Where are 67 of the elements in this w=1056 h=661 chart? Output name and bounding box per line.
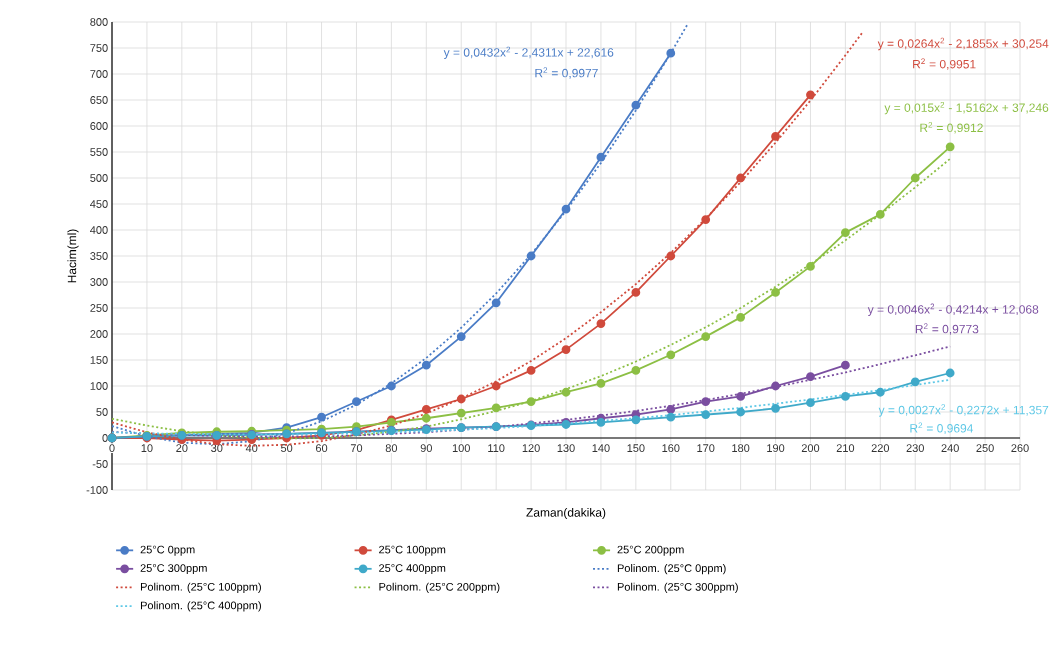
x-axis-title: Zaman(dakika): [526, 507, 606, 520]
x-tick-label: 240: [941, 444, 959, 452]
x-tick-label: 130: [557, 444, 575, 452]
y-tick-label: 750: [90, 44, 108, 52]
legend-label: 25°C 200ppm: [617, 545, 684, 556]
y-tick-label: 400: [90, 226, 108, 234]
y-tick-label: -50: [92, 460, 108, 468]
x-tick-label: 10: [141, 444, 153, 452]
x-tick-label: 40: [245, 444, 258, 452]
x-tick-label: 0: [109, 444, 115, 452]
x-tick-label: 120: [522, 444, 540, 452]
legend-label: Polinom. (25°C 300ppm): [617, 582, 738, 593]
y-tick-label: 350: [90, 252, 108, 260]
legend-label: 25°C 100ppm: [379, 545, 446, 556]
x-tick-label: 20: [176, 444, 188, 452]
annotation: R$^{2}$ = 0,9951: [913, 58, 976, 70]
x-tick-label: 260: [1011, 444, 1029, 452]
x-tick-label: 30: [211, 444, 223, 452]
annotation: R$^{2}$ = 0,9773: [915, 323, 979, 335]
legend-label: 25°C 400ppm: [379, 564, 446, 575]
y-tick-label: 450: [90, 200, 108, 208]
x-tick-label: 90: [420, 444, 432, 452]
x-tick-label: 170: [697, 444, 715, 452]
annotation: y = 0,0264x$^{2}$ - 2,1855x + 30,254: [877, 37, 1049, 51]
x-tick-label: 100: [452, 444, 470, 452]
x-tick-label: 160: [662, 444, 680, 452]
x-tick-label: 210: [836, 444, 855, 452]
annotation: y = 0,0432x$^{2}$ - 2,4311x + 22,616: [443, 46, 614, 60]
x-tick-label: 250: [976, 444, 994, 452]
y-tick-label: 300: [90, 278, 108, 286]
y-tick-label: 700: [90, 70, 108, 78]
y-tick-label: -100: [86, 486, 108, 494]
y-tick-label: 500: [90, 174, 108, 182]
legend-label: Polinom. (25°C 400ppm): [140, 601, 261, 612]
legend-label: Polinom. (25°C 0ppm): [617, 564, 726, 575]
y-tick-label: 800: [90, 18, 108, 26]
x-tick-label: 110: [488, 444, 505, 452]
y-tick-label: 150: [90, 356, 108, 364]
annotation: y = 0,015x$^{2}$ - 1,5162x + 37,246: [884, 101, 1049, 115]
x-tick-label: 190: [767, 444, 785, 452]
x-tick-label: 230: [906, 444, 924, 452]
y-tick-label: 550: [90, 148, 108, 156]
y-tick-label: 250: [90, 304, 108, 312]
x-tick-label: 220: [871, 444, 890, 452]
annotation: y = 0,0027x$^{2}$ - 0,2272x + 11,357: [878, 404, 1049, 417]
x-tick-label: 140: [592, 444, 610, 452]
y-tick-label: 200: [90, 330, 108, 338]
legend-label: Polinom. (25°C 100ppm): [140, 582, 261, 593]
legend-label: 25°C 300ppm: [140, 564, 207, 575]
x-tick-label: 80: [385, 444, 398, 452]
y-tick-label: 600: [90, 122, 108, 130]
legend-label: 25°C 0ppm: [140, 545, 195, 556]
annotation: y = 0,0046x$^{2}$ - 0,4214x + 12,068: [867, 303, 1039, 317]
x-tick-label: 70: [350, 444, 363, 452]
y-tick-label: 100: [90, 382, 108, 390]
annotation: R$^{2}$ = 0,9694: [910, 422, 974, 434]
y-tick-label: 50: [96, 408, 108, 416]
annotation: R$^{2}$ = 0,9977: [535, 67, 598, 79]
x-tick-label: 180: [732, 444, 750, 452]
y-tick-label: 650: [90, 96, 108, 104]
x-tick-label: 60: [315, 444, 328, 452]
legend-label: Polinom. (25°C 200ppm): [379, 582, 500, 593]
x-tick-label: 200: [801, 444, 820, 452]
y-tick-label: 0: [102, 434, 108, 442]
y-axis-title: Hacim(ml): [67, 229, 79, 283]
annotation: R$^{2}$ = 0,9912: [920, 122, 983, 134]
x-tick-label: 150: [627, 444, 645, 452]
